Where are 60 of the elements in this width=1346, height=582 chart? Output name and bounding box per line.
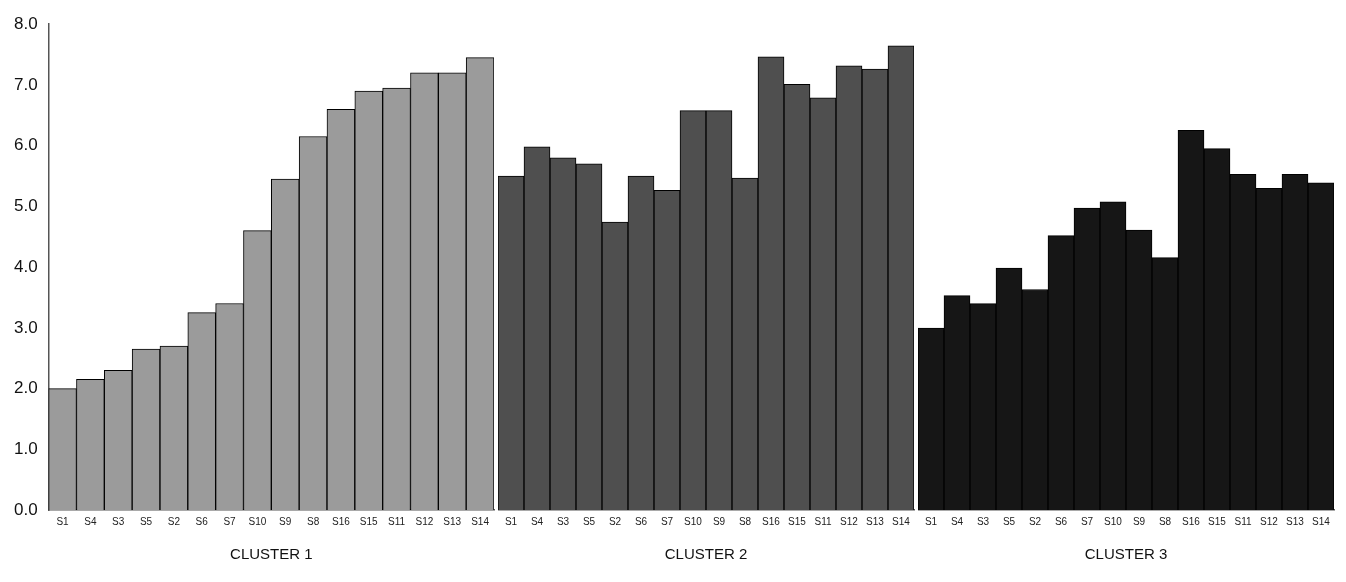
x-tick-label: S6 — [634, 515, 648, 527]
y-tick-label: 2.0 — [13, 378, 38, 398]
x-tick-label: S15 — [359, 515, 379, 527]
x-tick-label: S9 — [279, 515, 292, 527]
x-tick-label: S7 — [223, 515, 237, 527]
y-tick-label: 8.0 — [13, 13, 38, 33]
x-axis-title: CLUSTER 3 — [1084, 545, 1168, 563]
x-tick-label: S13 — [443, 515, 462, 527]
x-tick-label: S3 — [976, 515, 990, 527]
x-tick-label: S11 — [388, 515, 406, 527]
y-tick-label: 4.0 — [13, 256, 38, 276]
x-tick-label: S14 — [892, 515, 911, 527]
x-axis-title: CLUSTER 1 — [230, 545, 313, 563]
y-tick-label: 0.0 — [13, 499, 38, 519]
x-tick-label: S4 — [84, 515, 97, 527]
x-tick-label: S2 — [167, 515, 181, 527]
x-tick-label: S8 — [738, 515, 752, 527]
x-tick-label: S16 — [762, 515, 781, 527]
x-tick-label: S9 — [1132, 515, 1146, 527]
y-tick-label: 5.0 — [13, 196, 38, 216]
x-tick-label: S11 — [1234, 515, 1252, 527]
x-tick-label: S6 — [195, 515, 209, 527]
y-tick-label: 7.0 — [13, 74, 38, 94]
x-tick-label: S3 — [556, 515, 570, 527]
x-axis-title: CLUSTER 2 — [664, 545, 748, 563]
x-tick-label: S16 — [1182, 515, 1201, 527]
x-tick-label: S14 — [1312, 515, 1331, 527]
x-tick-label: S10 — [1104, 515, 1123, 527]
x-tick-label: S8 — [306, 515, 320, 527]
x-tick-label: S12 — [415, 515, 434, 527]
x-tick-label: S4 — [950, 515, 964, 527]
x-tick-label: S5 — [1002, 515, 1016, 527]
x-tick-label: S7 — [1080, 515, 1094, 527]
x-tick-label: S5 — [582, 515, 596, 527]
x-tick-label: S13 — [866, 515, 885, 527]
x-tick-label: S12 — [840, 515, 859, 527]
x-tick-label: S1 — [56, 515, 70, 527]
x-tick-label: S2 — [608, 515, 622, 527]
x-tick-label: S14 — [471, 515, 490, 527]
x-tick-label: S15 — [1208, 515, 1227, 527]
x-tick-label: S10 — [248, 515, 267, 527]
x-tick-label: S8 — [1158, 515, 1172, 527]
x-tick-label: S5 — [139, 515, 153, 527]
x-tick-label: S7 — [660, 515, 674, 527]
x-tick-label: S3 — [112, 515, 125, 527]
x-tick-label: S11 — [814, 515, 832, 527]
x-tick-label: S12 — [1260, 515, 1279, 527]
x-tick-label: S2 — [1028, 515, 1042, 527]
x-tick-label: S9 — [712, 515, 726, 527]
x-tick-label: S13 — [1286, 515, 1305, 527]
x-tick-label: S4 — [530, 515, 544, 527]
x-tick-label: S16 — [332, 515, 351, 527]
x-tick-label: S10 — [684, 515, 703, 527]
x-tick-label: S1 — [504, 515, 518, 527]
x-tick-label: S15 — [788, 515, 807, 527]
y-tick-label: 1.0 — [13, 438, 38, 458]
y-tick-label: 3.0 — [13, 317, 38, 337]
x-tick-label: S1 — [924, 515, 938, 527]
y-tick-label: 6.0 — [13, 135, 38, 155]
x-tick-label: S6 — [1054, 515, 1068, 527]
